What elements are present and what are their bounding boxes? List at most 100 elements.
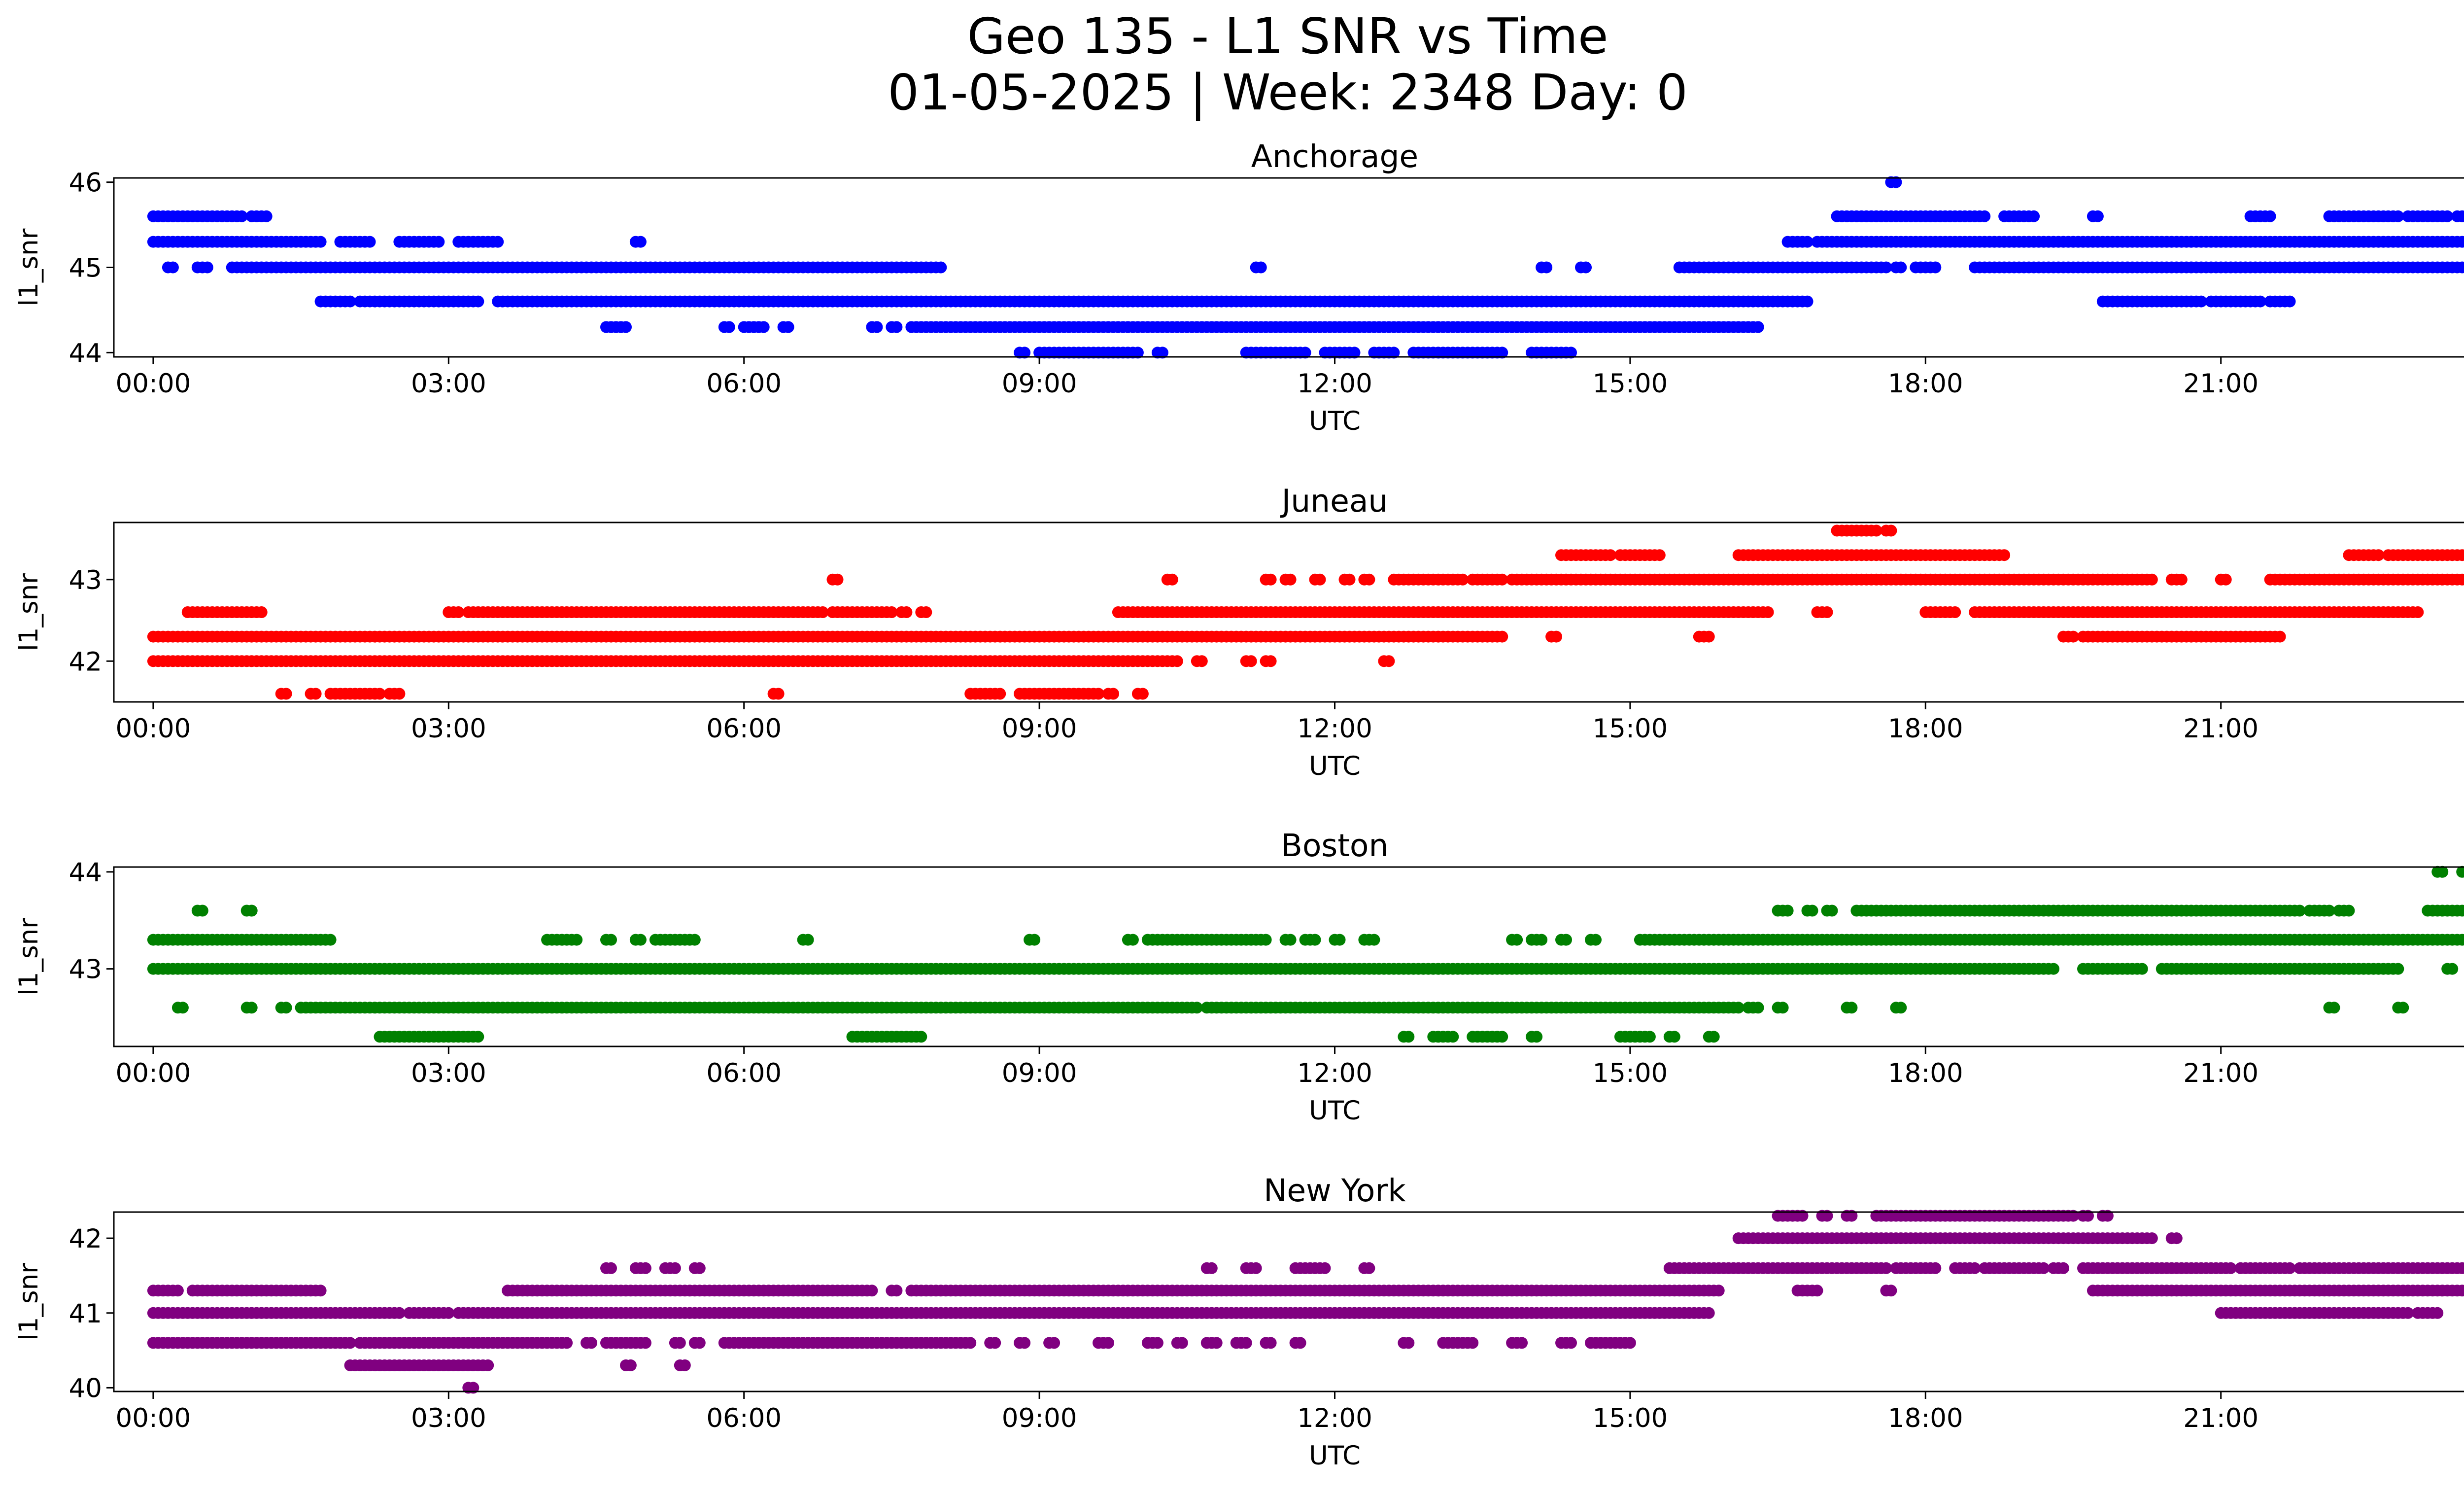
data-points [147,866,2464,1043]
data-point [915,1031,927,1043]
x-tick-label: 18:00 [1888,1058,1963,1088]
x-tick-label: 12:00 [1297,1058,1372,1088]
data-point [1319,1262,1331,1274]
data-point [1703,630,1715,643]
x-tick-label: 09:00 [1002,714,1077,744]
x-tick-label: 03:00 [411,1058,486,1088]
data-point [1811,1285,1823,1297]
data-point [1580,261,1592,274]
data-point [1496,573,1508,586]
data-point [1536,934,1548,946]
data-point [443,1307,455,1319]
data-point [1885,524,1897,537]
data-point [1457,573,1469,586]
data-point [2195,295,2207,308]
data-point [344,295,356,308]
data-point [1929,1262,1942,1274]
data-point [2412,606,2424,618]
data-point [1368,934,1380,946]
x-axis-label: UTC [1309,751,1361,781]
data-point [2372,549,2385,561]
data-point [2461,1263,2464,1274]
data-point [2461,237,2464,247]
data-point [1762,606,1774,618]
data-point [1703,1307,1715,1319]
data-point [324,934,337,946]
data-point [1590,934,1602,946]
data-point [2392,963,2404,975]
data-point [1806,904,1818,917]
panel-title: Anchorage [1251,139,1418,174]
data-point [2284,295,2296,308]
data-point [1363,573,1375,586]
data-point [900,606,913,618]
y-tick-label: 46 [69,168,102,198]
data-point [1403,1031,1415,1043]
data-point [2461,574,2464,585]
data-point [2067,630,2079,643]
data-point [1343,573,1356,586]
x-tick-label: 09:00 [1002,369,1077,399]
data-point [201,261,213,274]
data-point [1668,1031,1680,1043]
data-point [1880,261,1892,274]
x-tick-label: 09:00 [1002,1058,1077,1088]
panel-title: New York [1264,1173,1406,1209]
data-point [309,688,322,700]
data-point [245,904,258,917]
data-point [817,606,829,618]
x-tick-label: 12:00 [1297,369,1372,399]
data-point [393,688,406,700]
data-point [1846,1210,1858,1222]
data-point [2048,963,2059,975]
y-tick-label: 43 [69,565,102,595]
x-tick-label: 06:00 [706,714,782,744]
data-point [2461,905,2464,916]
data-point [1846,1002,1858,1014]
data-point [2254,295,2266,308]
data-point [634,934,647,946]
data-point [1265,655,1277,667]
data-point [260,210,273,222]
panel-title: Juneau [1280,483,1388,519]
data-point [374,688,386,700]
data-point [2461,867,2464,877]
y-axis-label: l1_snr [14,228,44,306]
data-point [1245,655,1257,667]
data-point [196,904,208,917]
x-tick-label: 21:00 [2183,1058,2259,1088]
data-point [1732,1002,1745,1014]
y-tick-label: 44 [69,338,102,368]
data-point [2392,210,2404,222]
data-point [236,210,248,222]
data-point [1284,934,1297,946]
data-point [1550,630,1562,643]
data-point [1496,630,1508,643]
y-axis-label: l1_snr [14,918,44,996]
data-point [1752,1002,1764,1014]
x-tick-label: 15:00 [1593,714,1668,744]
data-point [1205,1262,1218,1274]
data-point [757,321,770,333]
data-point [2038,1262,2050,1274]
data-point [1196,655,1208,667]
data-point [1870,524,1882,537]
data-point [1260,934,1272,946]
data-point [1712,1285,1725,1297]
figure-title-line1: Geo 135 - L1 SNR vs Time [967,7,1608,65]
data-point [452,606,465,618]
y-tick-label: 43 [69,955,102,985]
figure-title-line2: 01-05-2025 | Week: 2348 Day: 0 [888,64,1687,121]
y-tick-label: 42 [69,647,102,677]
data-point [1998,549,2011,561]
data-point [1496,347,1508,359]
data-point [782,321,794,333]
data-point [1796,1210,1809,1222]
data-point [1019,347,1031,359]
data-point [280,688,292,700]
data-point [1643,1031,1656,1043]
data-point [1166,573,1178,586]
